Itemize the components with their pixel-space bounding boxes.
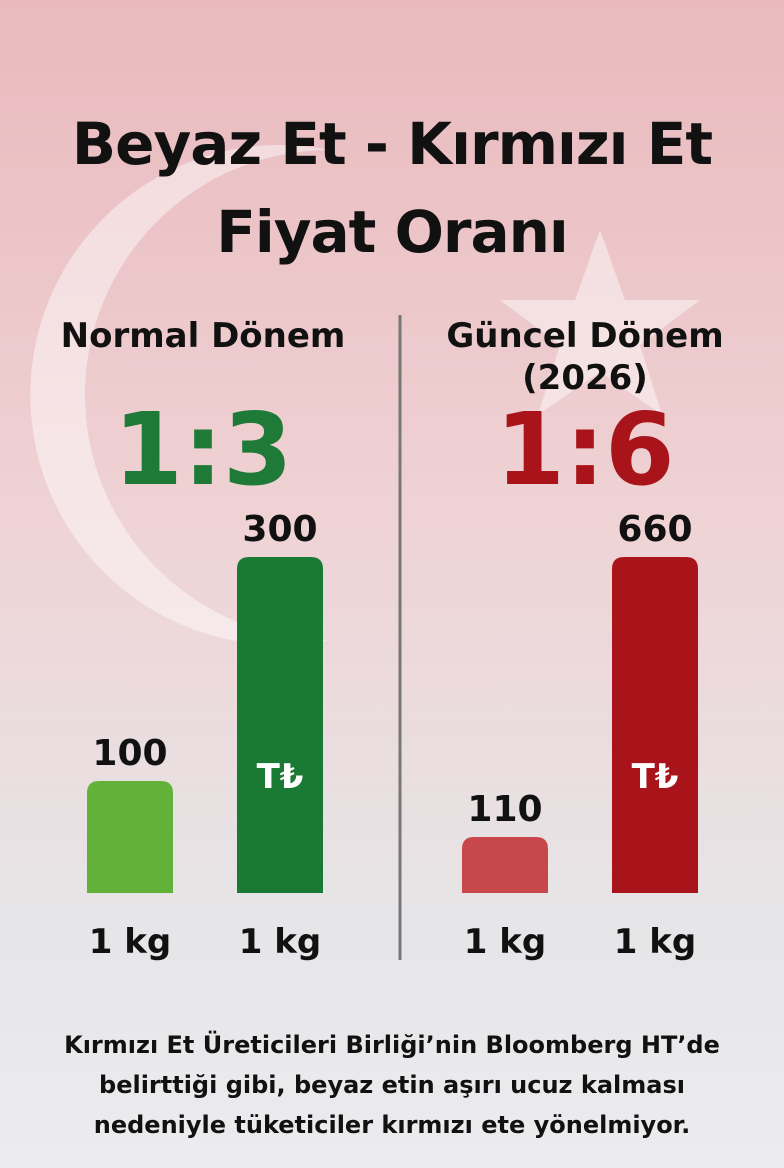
- x-tick-label: 1 kg: [89, 922, 171, 962]
- x-tick-label: 1 kg: [464, 922, 546, 962]
- value-label: 100: [92, 733, 167, 774]
- bar: [237, 557, 323, 893]
- panel-title: Güncel Dönem (2026): [446, 316, 724, 398]
- ratio: 1:6: [495, 391, 675, 508]
- bar: [612, 557, 698, 893]
- currency-symbol: T₺: [257, 757, 304, 797]
- ratio: 1:3: [113, 391, 293, 508]
- value-label: 300: [242, 509, 317, 550]
- flag-crescent: [30, 145, 330, 645]
- footer-note: Kırmızı Et Üreticileri Birliği’nin Bloom…: [64, 1031, 720, 1139]
- currency-symbol: T₺: [632, 757, 679, 797]
- bar: [87, 781, 173, 893]
- value-label: 660: [617, 509, 692, 550]
- flag-star: [500, 230, 700, 415]
- title: Beyaz Et - Kırmızı Et Fiyat Oranı: [71, 110, 713, 266]
- bar: [462, 837, 548, 893]
- value-label: 110: [467, 789, 542, 830]
- panel-title: Normal Dönem: [60, 316, 346, 356]
- x-tick-label: 1 kg: [614, 922, 696, 962]
- x-tick-label: 1 kg: [239, 922, 321, 962]
